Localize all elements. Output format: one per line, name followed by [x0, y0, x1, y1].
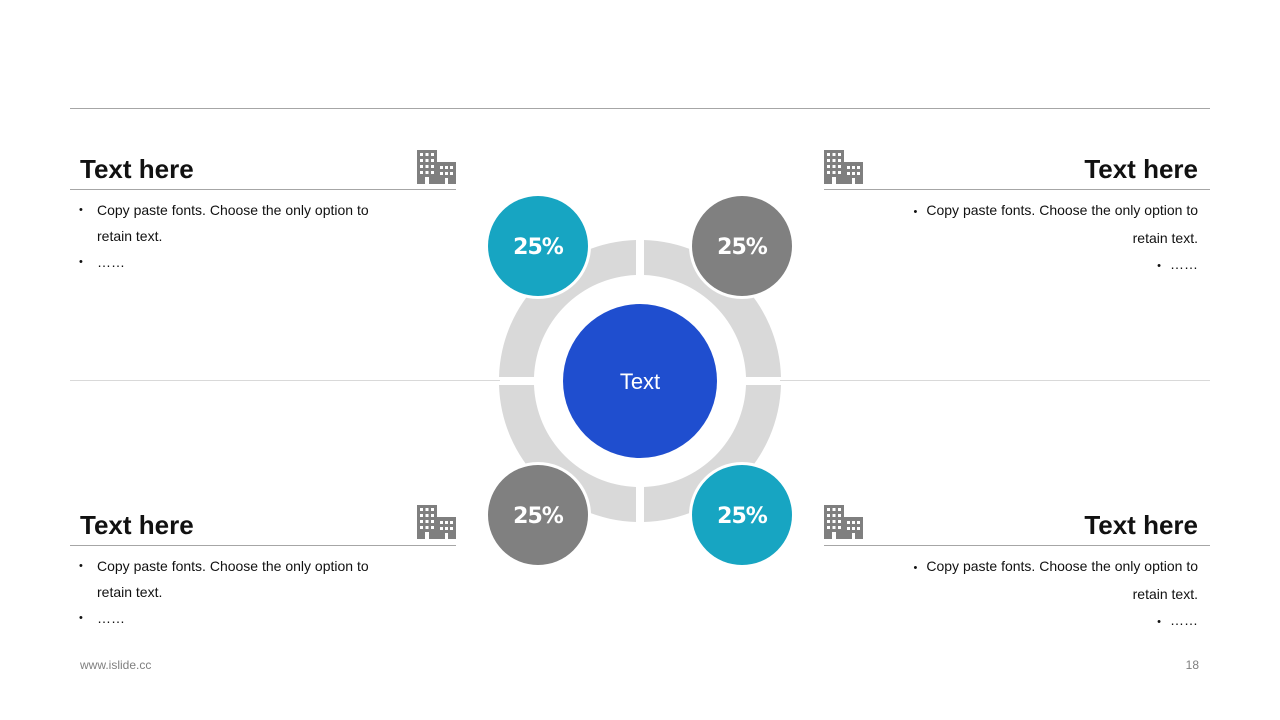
ring-segment-bottom-right	[644, 385, 781, 522]
building-icon	[417, 150, 457, 184]
bullet-list: Copy paste fonts. Choose the only option…	[70, 553, 456, 631]
bullet-item: Copy paste fonts. Choose the only option…	[70, 553, 456, 605]
ring-segments	[499, 240, 781, 522]
ring-segment-top-right	[644, 240, 781, 377]
bullet-item: ……	[70, 605, 456, 631]
panel-bottom-right: Text here • Copy paste fonts. Choose the …	[824, 509, 1210, 635]
segment-percent: 25%	[717, 235, 768, 260]
bullet-item: Copy paste fonts. Choose the only option…	[70, 197, 456, 249]
segment-circle-bottom-left: 25%	[485, 462, 591, 568]
panel-underline	[70, 189, 456, 190]
segment-fill	[488, 465, 588, 565]
segment-fill	[488, 196, 588, 296]
segment-percent: 25%	[717, 504, 768, 529]
top-divider	[70, 108, 1210, 109]
ring-segment-bottom-left	[499, 385, 636, 522]
panel-title: Text here	[80, 510, 194, 540]
panel-underline	[70, 545, 456, 546]
ring-segment-top-left	[499, 240, 636, 377]
bullet-text: Copy paste fonts. Choose the only option…	[926, 202, 1198, 246]
panel-underline	[824, 545, 1210, 546]
bullet-text: Copy paste fonts. Choose the only option…	[926, 558, 1198, 602]
segment-fill	[692, 465, 792, 565]
segment-circle-top-left: 25%	[485, 193, 591, 299]
bullet-list: • Copy paste fonts. Choose the only optio…	[824, 197, 1210, 279]
bullet-item: •……	[1157, 256, 1198, 272]
middle-divider-left	[70, 380, 500, 381]
panel-bottom-left: Text here Copy paste fonts. Choose the o…	[70, 509, 456, 631]
bullet-text: ……	[1170, 256, 1198, 272]
bullet-list: • Copy paste fonts. Choose the only optio…	[824, 553, 1210, 635]
page-number: 18	[1185, 658, 1199, 672]
panel-top-right: Text here • Copy paste fonts. Choose the …	[824, 153, 1210, 279]
panel-underline	[824, 189, 1210, 190]
panel-top-left: Text here Copy paste fonts. Choose the o…	[70, 153, 456, 275]
panel-title: Text here	[1084, 510, 1198, 540]
building-icon	[824, 505, 864, 539]
bullet-item: • Copy paste fonts. Choose the only optio…	[913, 202, 1198, 246]
center-label: Text	[620, 369, 660, 394]
center-circle	[563, 304, 717, 458]
segment-percent: 25%	[513, 235, 564, 260]
panel-title: Text here	[1084, 154, 1198, 184]
segment-circle-bottom-right: 25%	[689, 462, 795, 568]
building-icon	[824, 150, 864, 184]
bullet-list: Copy paste fonts. Choose the only option…	[70, 197, 456, 275]
segment-circle-top-right: 25%	[689, 193, 795, 299]
bullet-item: ……	[70, 249, 456, 275]
footer-url: www.islide.cc	[80, 658, 152, 672]
bullet-item: •……	[1157, 612, 1198, 628]
bullet-text: ……	[1170, 612, 1198, 628]
segment-percent: 25%	[513, 504, 564, 529]
segment-fill	[692, 196, 792, 296]
panel-title: Text here	[80, 154, 194, 184]
middle-divider-right	[780, 380, 1210, 381]
bullet-item: • Copy paste fonts. Choose the only optio…	[913, 558, 1198, 602]
building-icon	[417, 505, 457, 539]
